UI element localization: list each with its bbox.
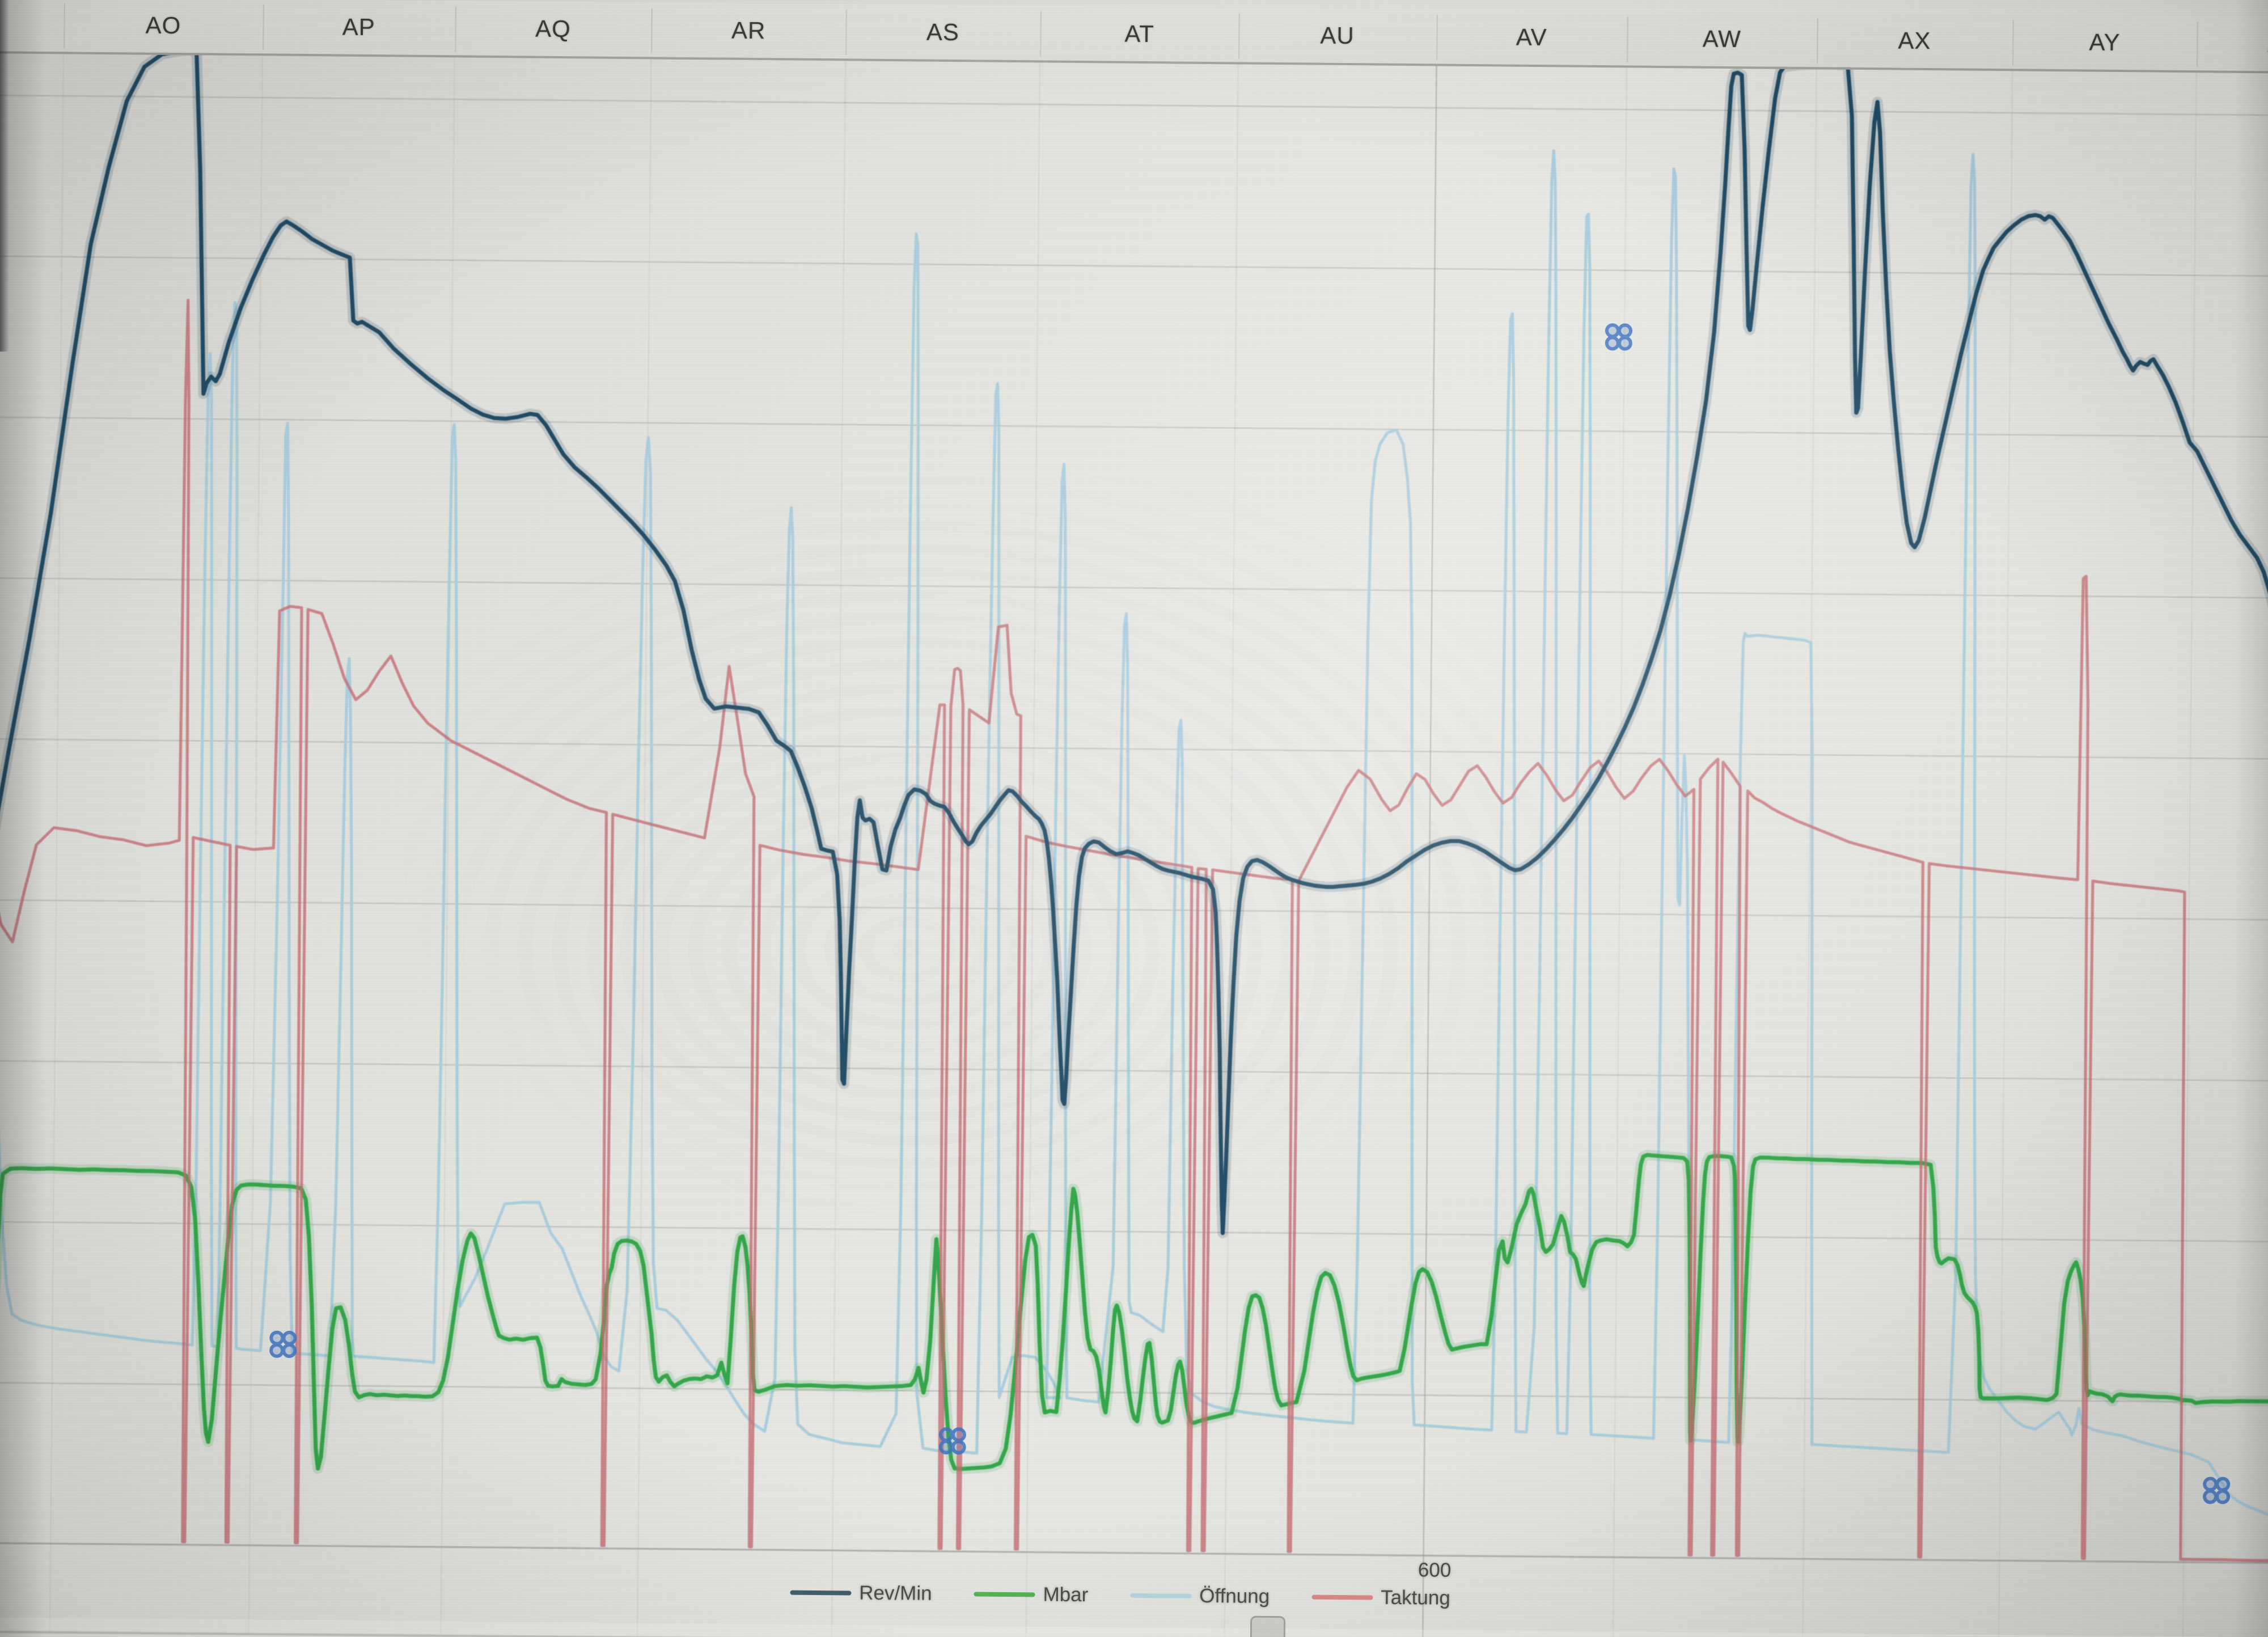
column-header-label: AO <box>145 11 181 39</box>
column-header[interactable]: AY <box>2071 15 2139 70</box>
column-header-label: AU <box>1320 22 1355 49</box>
column-separator <box>454 6 456 52</box>
legend-item[interactable]: Taktung <box>1311 1586 1450 1610</box>
legend-label: Öffnung <box>1199 1584 1270 1608</box>
column-header-label: AQ <box>535 15 572 43</box>
gridline <box>1802 67 1817 1637</box>
column-header-label: AW <box>1702 25 1742 53</box>
gridline <box>0 1060 2268 1082</box>
column-header[interactable]: AR <box>714 3 783 58</box>
column-separator <box>845 10 847 56</box>
gridline <box>1422 64 1437 1637</box>
column-separator <box>651 8 653 54</box>
column-separator <box>1238 13 1240 59</box>
legend-item[interactable]: Rev/Min <box>790 1581 932 1605</box>
gridline <box>831 59 847 1637</box>
series-line-ffnung <box>0 149 2268 1520</box>
gridline <box>637 57 652 1637</box>
column-separator <box>1039 11 1042 57</box>
gridline <box>2182 71 2197 1637</box>
gridline <box>1025 61 1040 1637</box>
legend-label: Mbar <box>1043 1583 1089 1606</box>
column-header-label: AX <box>1898 27 1931 54</box>
column-header[interactable]: AU <box>1303 8 1372 63</box>
gridline <box>49 52 65 1632</box>
selection-marker-icon[interactable] <box>1604 322 1634 352</box>
gridline <box>0 577 2268 599</box>
gridline <box>0 1542 2268 1564</box>
gridline <box>0 94 2268 116</box>
chart-resize-handle[interactable] <box>1250 1615 1286 1637</box>
gridline <box>440 56 455 1636</box>
legend-line-swatch-icon <box>974 1592 1035 1597</box>
column-header[interactable]: AZ <box>2249 16 2268 71</box>
column-header-label: AR <box>731 16 766 44</box>
column-separator <box>1816 18 1818 64</box>
gridline <box>1224 62 1239 1637</box>
legend-label: Taktung <box>1381 1586 1450 1609</box>
column-header-label: AS <box>926 18 960 46</box>
column-header[interactable]: AQ <box>519 1 587 56</box>
selection-marker-icon[interactable] <box>268 1330 298 1359</box>
column-header-label: AV <box>1516 23 1547 51</box>
column-header-label: AT <box>1124 20 1155 48</box>
gridline <box>248 54 264 1634</box>
column-separator <box>64 3 65 49</box>
selection-marker-icon[interactable] <box>2202 1475 2231 1505</box>
column-separator <box>2196 22 2198 67</box>
column-header[interactable]: AP <box>324 0 393 54</box>
series-line-mbar <box>0 1153 2268 1471</box>
column-separator <box>2012 20 2015 66</box>
legend-line-swatch-icon <box>1311 1594 1373 1600</box>
column-separator <box>263 5 264 50</box>
gridline <box>0 1221 2268 1242</box>
series-line-taktung <box>0 299 2268 1562</box>
column-header[interactable]: AX <box>1880 13 1949 68</box>
legend-item[interactable]: Mbar <box>974 1583 1088 1606</box>
column-header[interactable]: AV <box>1497 10 1566 65</box>
series-line-revmin <box>0 48 2268 1236</box>
column-separator <box>1627 16 1628 62</box>
stray-axis-label: 600 <box>1417 1559 1452 1581</box>
column-header[interactable]: AT <box>1105 6 1174 61</box>
legend-item[interactable]: Öffnung <box>1130 1584 1270 1608</box>
gridline <box>0 416 2268 438</box>
column-header[interactable]: AO <box>129 0 198 53</box>
chart-bottom-border <box>0 1630 2268 1637</box>
column-header-label: AY <box>2089 28 2121 56</box>
gridline <box>1998 69 2013 1637</box>
column-header[interactable]: AW <box>1687 11 1756 66</box>
screen-bezel-edge <box>0 0 9 352</box>
gridline <box>0 255 2268 277</box>
legend-label: Rev/Min <box>859 1581 932 1605</box>
legend-line-swatch-icon <box>790 1590 852 1596</box>
legend-line-swatch-icon <box>1130 1593 1192 1598</box>
column-header[interactable]: AS <box>908 5 977 60</box>
gridline <box>0 738 2268 760</box>
gridline <box>0 899 2268 921</box>
selection-marker-icon[interactable] <box>938 1426 967 1456</box>
column-header-label: AP <box>342 13 375 41</box>
column-separator <box>1436 15 1438 61</box>
gridline <box>1612 66 1628 1637</box>
